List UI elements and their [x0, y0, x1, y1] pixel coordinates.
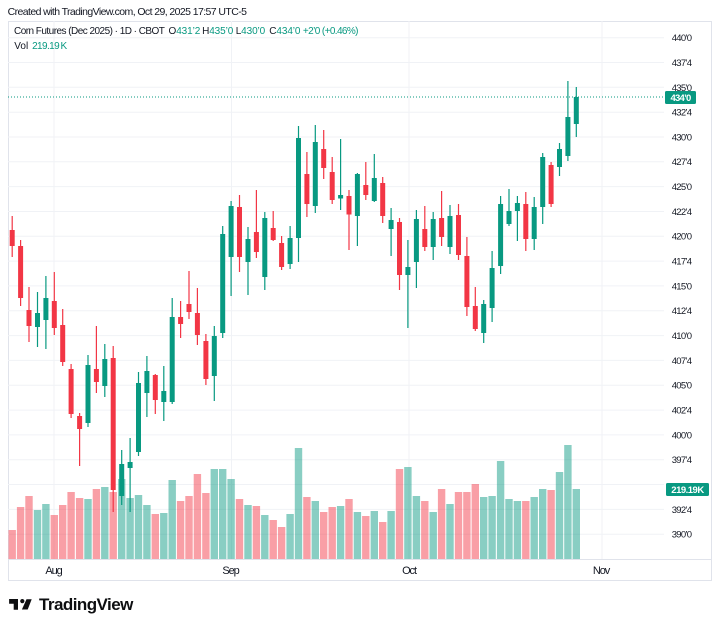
- svg-text:Nov: Nov: [593, 565, 611, 577]
- svg-text:412’4: 412’4: [672, 306, 692, 317]
- svg-text:402’4: 402’4: [672, 406, 692, 417]
- svg-text:415’0: 415’0: [672, 281, 692, 292]
- svg-text:400’0: 400’0: [672, 430, 692, 441]
- svg-text:Oct: Oct: [402, 565, 417, 577]
- svg-text:Sep: Sep: [222, 565, 239, 577]
- svg-text:407’4: 407’4: [672, 356, 692, 367]
- svg-text:219.19K: 219.19K: [671, 485, 704, 496]
- svg-text:427’4: 427’4: [672, 157, 692, 168]
- svg-text:Aug: Aug: [45, 565, 62, 577]
- svg-text:405’0: 405’0: [672, 381, 692, 392]
- svg-text:420’0: 420’0: [672, 232, 692, 243]
- svg-text:440’0: 440’0: [672, 33, 692, 44]
- svg-text:432’4: 432’4: [672, 108, 692, 119]
- svg-text:435’0: 435’0: [672, 83, 692, 94]
- svg-text:392’4: 392’4: [672, 505, 692, 516]
- svg-text:425’0: 425’0: [672, 182, 692, 193]
- svg-text:437’4: 437’4: [672, 58, 692, 69]
- svg-text:390’0: 390’0: [672, 530, 692, 541]
- svg-text:434’0: 434’0: [670, 93, 690, 104]
- svg-text:430’0: 430’0: [672, 132, 692, 143]
- svg-text:410’0: 410’0: [672, 331, 692, 342]
- svg-text:417’4: 417’4: [672, 257, 692, 268]
- svg-text:422’4: 422’4: [672, 207, 692, 218]
- svg-text:397’4: 397’4: [672, 455, 692, 466]
